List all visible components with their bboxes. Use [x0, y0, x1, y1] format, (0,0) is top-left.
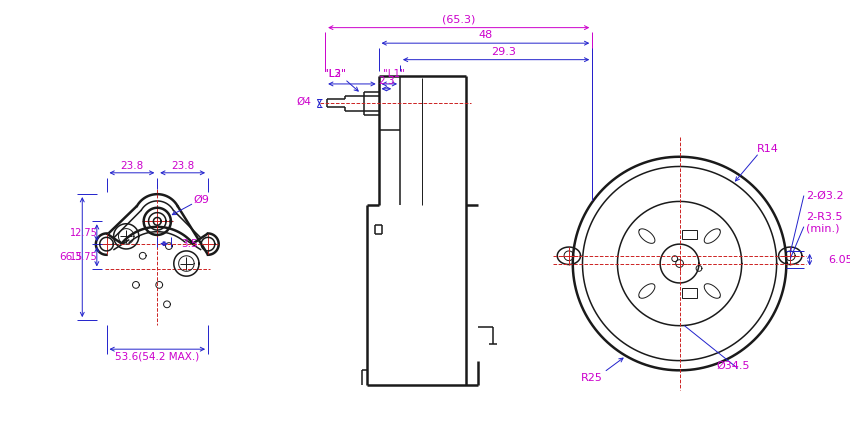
Text: 29.3: 29.3 — [491, 47, 516, 57]
Text: 2-R3.5
(min.): 2-R3.5 (min.) — [806, 212, 842, 233]
Text: Ø4: Ø4 — [297, 96, 312, 106]
Text: 2.3: 2.3 — [378, 76, 394, 86]
Text: 53.6(54.2 MAX.): 53.6(54.2 MAX.) — [115, 352, 200, 362]
Text: 23.8: 23.8 — [121, 161, 144, 171]
Text: 66.5: 66.5 — [59, 252, 82, 262]
Bar — [682, 230, 697, 239]
Text: R25: R25 — [581, 373, 604, 383]
Text: 2-Ø3.2: 2-Ø3.2 — [806, 190, 843, 200]
Text: R14: R14 — [757, 144, 779, 154]
Text: 23.8: 23.8 — [171, 161, 195, 171]
Text: Ø9: Ø9 — [193, 195, 209, 205]
Text: 6.05: 6.05 — [828, 255, 850, 264]
Text: Ø34.5: Ø34.5 — [717, 360, 750, 371]
Text: 48: 48 — [479, 31, 492, 40]
Text: 12.75: 12.75 — [71, 228, 98, 238]
Text: 13.75: 13.75 — [71, 252, 98, 262]
Bar — [682, 288, 697, 298]
Text: "L3": "L3" — [324, 69, 346, 79]
Text: 3.5: 3.5 — [182, 239, 198, 249]
Text: "L1": "L1" — [383, 69, 405, 79]
Text: "L2": "L2" — [324, 69, 346, 79]
Text: (65.3): (65.3) — [442, 15, 475, 25]
